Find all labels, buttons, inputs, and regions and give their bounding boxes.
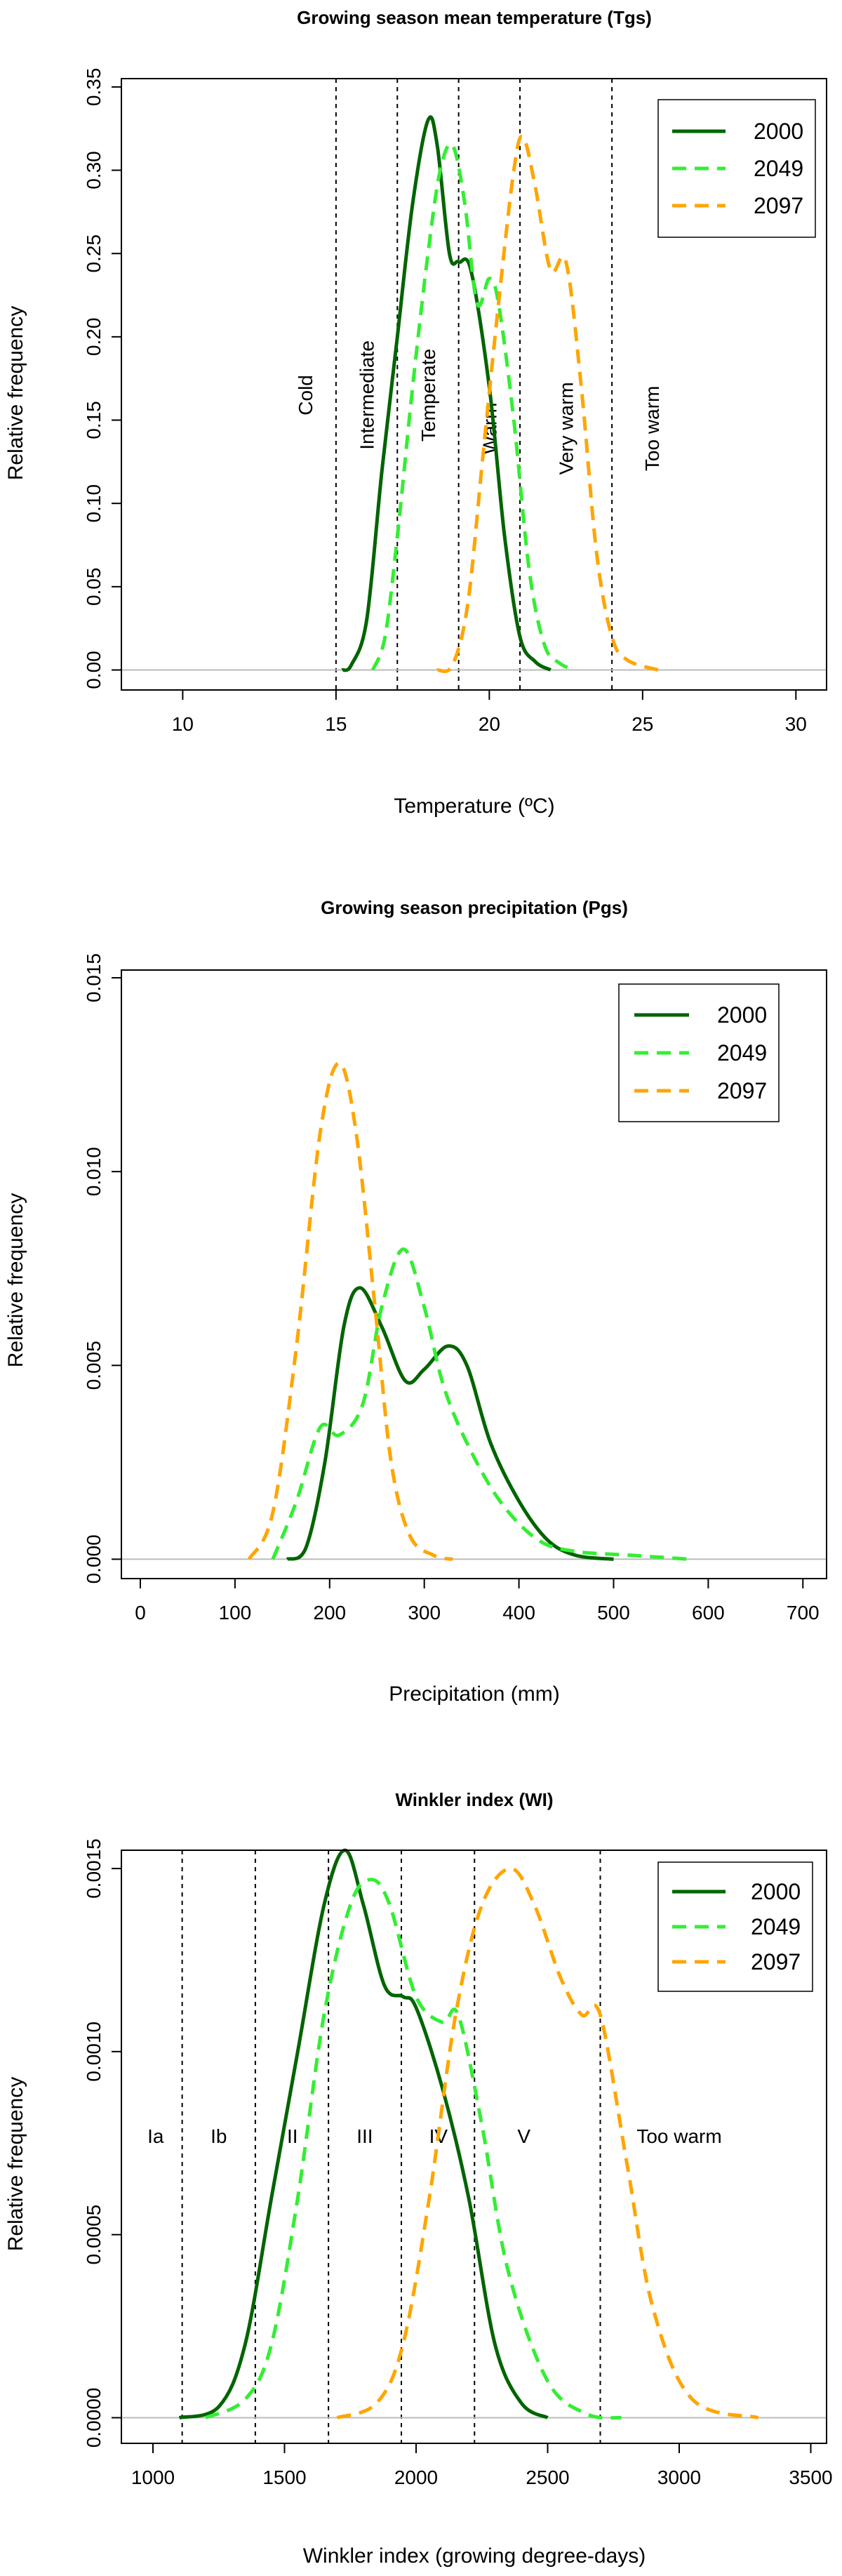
legend-label-2000: 2000 [751, 1879, 801, 1904]
x-tick-label: 3000 [657, 2467, 701, 2488]
zone-labels: Ia Ib II III IV V Too warm [147, 2125, 722, 2147]
x-tick-label: 500 [597, 1602, 630, 1624]
zone-label: Temperate [417, 349, 439, 441]
series-line-2097 [247, 1061, 453, 1561]
series-line-2097 [436, 134, 659, 673]
plot-frame [121, 969, 827, 1579]
zone-label: V [517, 2125, 530, 2147]
chart-title: Growing season precipitation (Pgs) [321, 897, 628, 918]
y-tick-label: 0.0000 [83, 2388, 105, 2448]
x-axis-ticks: 10 15 20 25 30 [172, 690, 807, 735]
legend: 2000 2049 2097 [657, 99, 816, 238]
x-tick-label: 25 [632, 713, 653, 735]
y-tick-label: 0.05 [83, 568, 105, 606]
y-tick-label: 0.10 [83, 484, 105, 523]
x-tick-label: 15 [325, 713, 347, 735]
legend-label-2049: 2049 [754, 156, 803, 181]
x-tick-label: 300 [408, 1602, 441, 1624]
x-tick-label: 700 [787, 1602, 820, 1624]
zone-label: II [287, 2125, 298, 2147]
x-axis-label: Precipitation (mm) [389, 1682, 559, 1706]
x-axis-ticks: 0 100 200 300 400 500 600 700 [135, 1579, 820, 1624]
zone-labels: Cold Intermediate Temperate Warm Very warm To… [295, 340, 663, 474]
x-tick-label: 1000 [131, 2467, 175, 2488]
precipitation-chart: Growing season precipitation (Pgs) Relat… [4, 897, 827, 1706]
y-tick-label: 0.000 [83, 1534, 105, 1584]
series-line-2097 [336, 1866, 759, 2419]
y-axis-label: Relative frequency [4, 2077, 27, 2251]
x-tick-label: 2000 [394, 2467, 438, 2488]
y-tick-label: 0.0005 [83, 2205, 105, 2265]
y-axis-label: Relative frequency [4, 306, 27, 480]
y-axis-ticks: 0.00 0.05 0.10 0.15 0.20 0.25 0.30 0.35 [83, 68, 121, 689]
series-line-2000 [341, 115, 552, 672]
zone-label: Too warm [636, 2125, 721, 2147]
x-tick-label: 1500 [262, 2467, 306, 2488]
y-tick-label: 0.30 [83, 151, 105, 190]
legend-label-2000: 2000 [754, 119, 803, 144]
zone-label: Ib [210, 2125, 227, 2147]
zone-label: Too warm [641, 386, 663, 471]
series-lines [121, 1848, 827, 2420]
x-tick-label: 200 [313, 1602, 346, 1624]
y-tick-label: 0.015 [83, 953, 105, 1002]
y-tick-label: 0.15 [83, 401, 105, 439]
y-tick-label: 0.005 [83, 1341, 105, 1390]
zone-label: Very warm [556, 382, 577, 474]
y-tick-label: 0.010 [83, 1147, 105, 1196]
series-lines [121, 115, 827, 673]
y-tick-label: 0.0015 [83, 1838, 105, 1899]
winkler-index-chart: Winkler index (WI) Relative frequency Wi… [4, 1789, 833, 2568]
zone-lines [335, 79, 613, 690]
x-tick-label: 0 [135, 1602, 146, 1624]
y-axis-label: Relative frequency [4, 1193, 27, 1367]
y-tick-label: 0.20 [83, 318, 105, 357]
y-tick-label: 0.0010 [83, 2021, 105, 2082]
x-tick-label: 600 [692, 1602, 725, 1624]
legend-label-2097: 2097 [717, 1078, 767, 1103]
x-tick-label: 400 [502, 1602, 535, 1624]
series-lines [121, 1061, 827, 1561]
x-axis-label: Winkler index (growing degree-days) [303, 2544, 646, 2568]
zone-label: Ia [147, 2125, 164, 2147]
legend-label-2097: 2097 [754, 193, 803, 218]
x-tick-label: 3500 [789, 2467, 832, 2488]
series-line-2049 [204, 1878, 622, 2420]
zone-label: Intermediate [356, 340, 378, 450]
legend-label-2049: 2049 [717, 1040, 767, 1065]
plot-frame [121, 1850, 827, 2444]
x-axis-ticks: 1000 1500 2000 2500 3000 3500 [131, 2443, 833, 2488]
series-line-2000 [178, 1848, 549, 2419]
legend-label-2049: 2049 [751, 1914, 801, 1939]
x-axis-label: Temperature (ºC) [394, 795, 554, 818]
temperature-chart: Growing season mean temperature (Tgs) Re… [4, 7, 827, 818]
x-tick-label: 10 [172, 713, 194, 735]
y-axis-ticks: 0.0000 0.0005 0.0010 0.0015 [83, 1838, 121, 2448]
legend: 2000 2049 2097 [657, 1861, 813, 1992]
y-tick-label: 0.00 [83, 651, 105, 689]
series-line-2049 [271, 1247, 690, 1561]
series-line-2049 [370, 142, 576, 672]
zone-label: Cold [295, 375, 316, 416]
y-tick-label: 0.35 [83, 68, 105, 107]
x-tick-label: 2500 [526, 2467, 569, 2488]
plot-frame [121, 78, 827, 691]
x-tick-label: 20 [479, 713, 500, 735]
chart-title: Growing season mean temperature (Tgs) [297, 7, 652, 28]
legend-label-2097: 2097 [751, 1949, 801, 1974]
legend: 2000 2049 2097 [618, 983, 780, 1122]
legend-label-2000: 2000 [717, 1002, 767, 1028]
y-axis-ticks: 0.000 0.005 0.010 0.015 [83, 953, 121, 1584]
series-line-2000 [286, 1286, 614, 1561]
zone-lines [181, 1850, 601, 2443]
x-tick-label: 30 [785, 713, 807, 735]
chart-title: Winkler index (WI) [395, 1789, 553, 1810]
x-tick-label: 100 [219, 1602, 252, 1624]
y-tick-label: 0.25 [83, 234, 105, 273]
zone-label: III [356, 2125, 373, 2147]
